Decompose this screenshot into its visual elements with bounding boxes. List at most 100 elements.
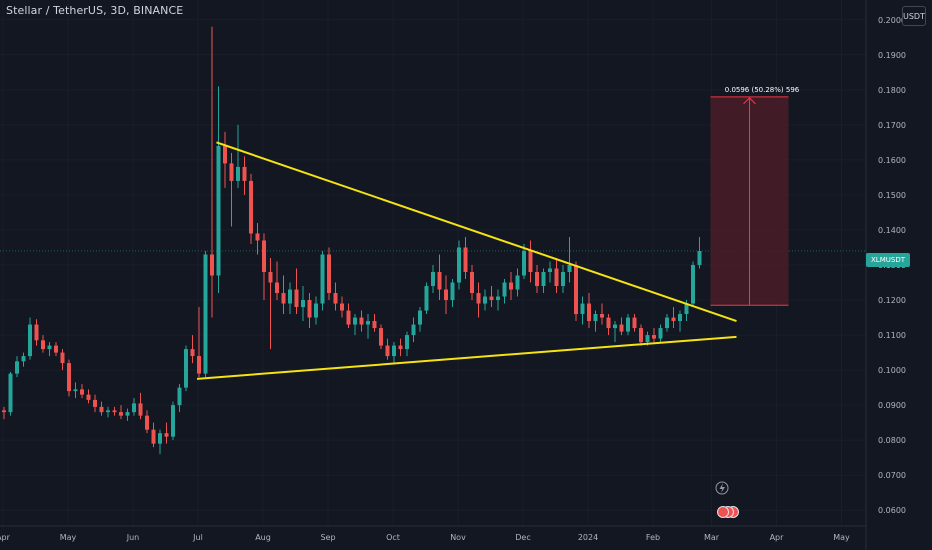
candle-body bbox=[41, 340, 45, 350]
candle-body bbox=[684, 303, 689, 315]
candle-body bbox=[255, 233, 260, 241]
candle bbox=[242, 156, 247, 195]
candle-body bbox=[281, 293, 286, 304]
candle bbox=[502, 279, 507, 304]
candle-body bbox=[489, 296, 494, 301]
candle-body bbox=[392, 345, 396, 357]
candle bbox=[229, 152, 234, 227]
candle-body bbox=[327, 254, 331, 294]
time-tick-label: Aug bbox=[255, 533, 271, 542]
candle-body bbox=[483, 296, 487, 304]
candle-body bbox=[372, 321, 377, 329]
candle bbox=[307, 293, 312, 329]
candle-body bbox=[353, 317, 357, 325]
candle-body bbox=[580, 303, 585, 315]
last-price-label: XLMUSDT bbox=[866, 253, 910, 267]
candle bbox=[444, 275, 448, 315]
candle bbox=[691, 261, 695, 308]
candle bbox=[67, 359, 71, 397]
candle bbox=[678, 310, 682, 332]
candle-body bbox=[164, 433, 169, 437]
candle bbox=[2, 406, 6, 420]
candle bbox=[522, 243, 526, 280]
candle bbox=[99, 401, 104, 416]
candle-body bbox=[619, 324, 624, 332]
candle-body bbox=[210, 254, 214, 276]
candle-body bbox=[398, 345, 403, 350]
candle-body bbox=[639, 328, 643, 343]
candle bbox=[171, 401, 175, 441]
candle bbox=[541, 268, 546, 294]
candle-body bbox=[333, 293, 338, 304]
candle-body bbox=[405, 335, 409, 350]
price-tick-label: 0.1400 bbox=[878, 226, 906, 235]
grid bbox=[0, 250, 866, 252]
candle bbox=[613, 321, 617, 343]
candle-body bbox=[437, 272, 442, 290]
candle-body bbox=[54, 345, 58, 353]
candle bbox=[223, 131, 227, 188]
candle bbox=[600, 303, 604, 325]
candle-body bbox=[515, 275, 520, 290]
candle bbox=[437, 254, 442, 301]
candle bbox=[314, 296, 318, 325]
candle bbox=[138, 392, 143, 420]
time-tick-label: Oct bbox=[386, 533, 400, 542]
candle bbox=[151, 422, 156, 448]
lightning-icon[interactable] bbox=[715, 481, 729, 495]
candle bbox=[392, 342, 396, 364]
candle-body bbox=[502, 282, 507, 297]
candle bbox=[184, 345, 188, 392]
candle-body bbox=[528, 250, 533, 273]
candle-body bbox=[418, 310, 422, 325]
candle bbox=[554, 257, 559, 294]
event-marker-icon[interactable] bbox=[717, 506, 729, 518]
candle bbox=[561, 265, 565, 294]
candle-body bbox=[463, 247, 468, 273]
candle-body bbox=[593, 314, 598, 322]
candle-body bbox=[73, 389, 78, 392]
candle bbox=[47, 342, 52, 357]
candle bbox=[353, 314, 357, 336]
chart-events[interactable] bbox=[715, 481, 739, 518]
candle bbox=[632, 314, 637, 332]
candle-body bbox=[561, 272, 565, 287]
candle bbox=[301, 286, 305, 322]
candle bbox=[405, 331, 409, 357]
measure-arrow-head bbox=[743, 97, 756, 105]
candle bbox=[34, 319, 39, 346]
candle-body bbox=[8, 373, 13, 413]
candle bbox=[372, 314, 377, 332]
currency-button[interactable]: USDT bbox=[902, 6, 926, 26]
candle-body bbox=[678, 314, 682, 322]
candle bbox=[697, 236, 702, 269]
candle-body bbox=[431, 272, 435, 287]
candle-body bbox=[346, 310, 351, 325]
candle-body bbox=[21, 356, 26, 362]
candle bbox=[164, 422, 169, 444]
candle-body bbox=[522, 250, 526, 276]
candle-body bbox=[86, 394, 91, 400]
candle bbox=[294, 268, 299, 315]
candle-body bbox=[385, 345, 390, 357]
time-axis[interactable]: Apr May Jun Jul Aug Sep Oct Nov Dec 2024 Feb Mar Apr… bbox=[0, 533, 850, 542]
candle-body bbox=[229, 163, 234, 181]
lightning-bolt-icon bbox=[719, 483, 725, 493]
candle bbox=[112, 406, 117, 416]
price-tick-label: 0.1000 bbox=[878, 366, 906, 375]
candle bbox=[268, 257, 273, 350]
candle-body bbox=[119, 412, 123, 416]
candle bbox=[587, 293, 591, 329]
candle-body bbox=[106, 410, 110, 413]
candle bbox=[158, 429, 162, 455]
candle bbox=[619, 317, 624, 336]
symbol-title[interactable]: Stellar / TetherUS, 3D, BINANCE bbox=[6, 4, 184, 17]
price-tick-label: 0.1700 bbox=[878, 121, 906, 130]
time-tick-label: May bbox=[833, 533, 850, 542]
candle-body bbox=[2, 410, 6, 413]
candle bbox=[41, 335, 45, 353]
candle-body bbox=[424, 286, 429, 311]
candle-body bbox=[665, 317, 669, 329]
candle bbox=[379, 324, 383, 350]
